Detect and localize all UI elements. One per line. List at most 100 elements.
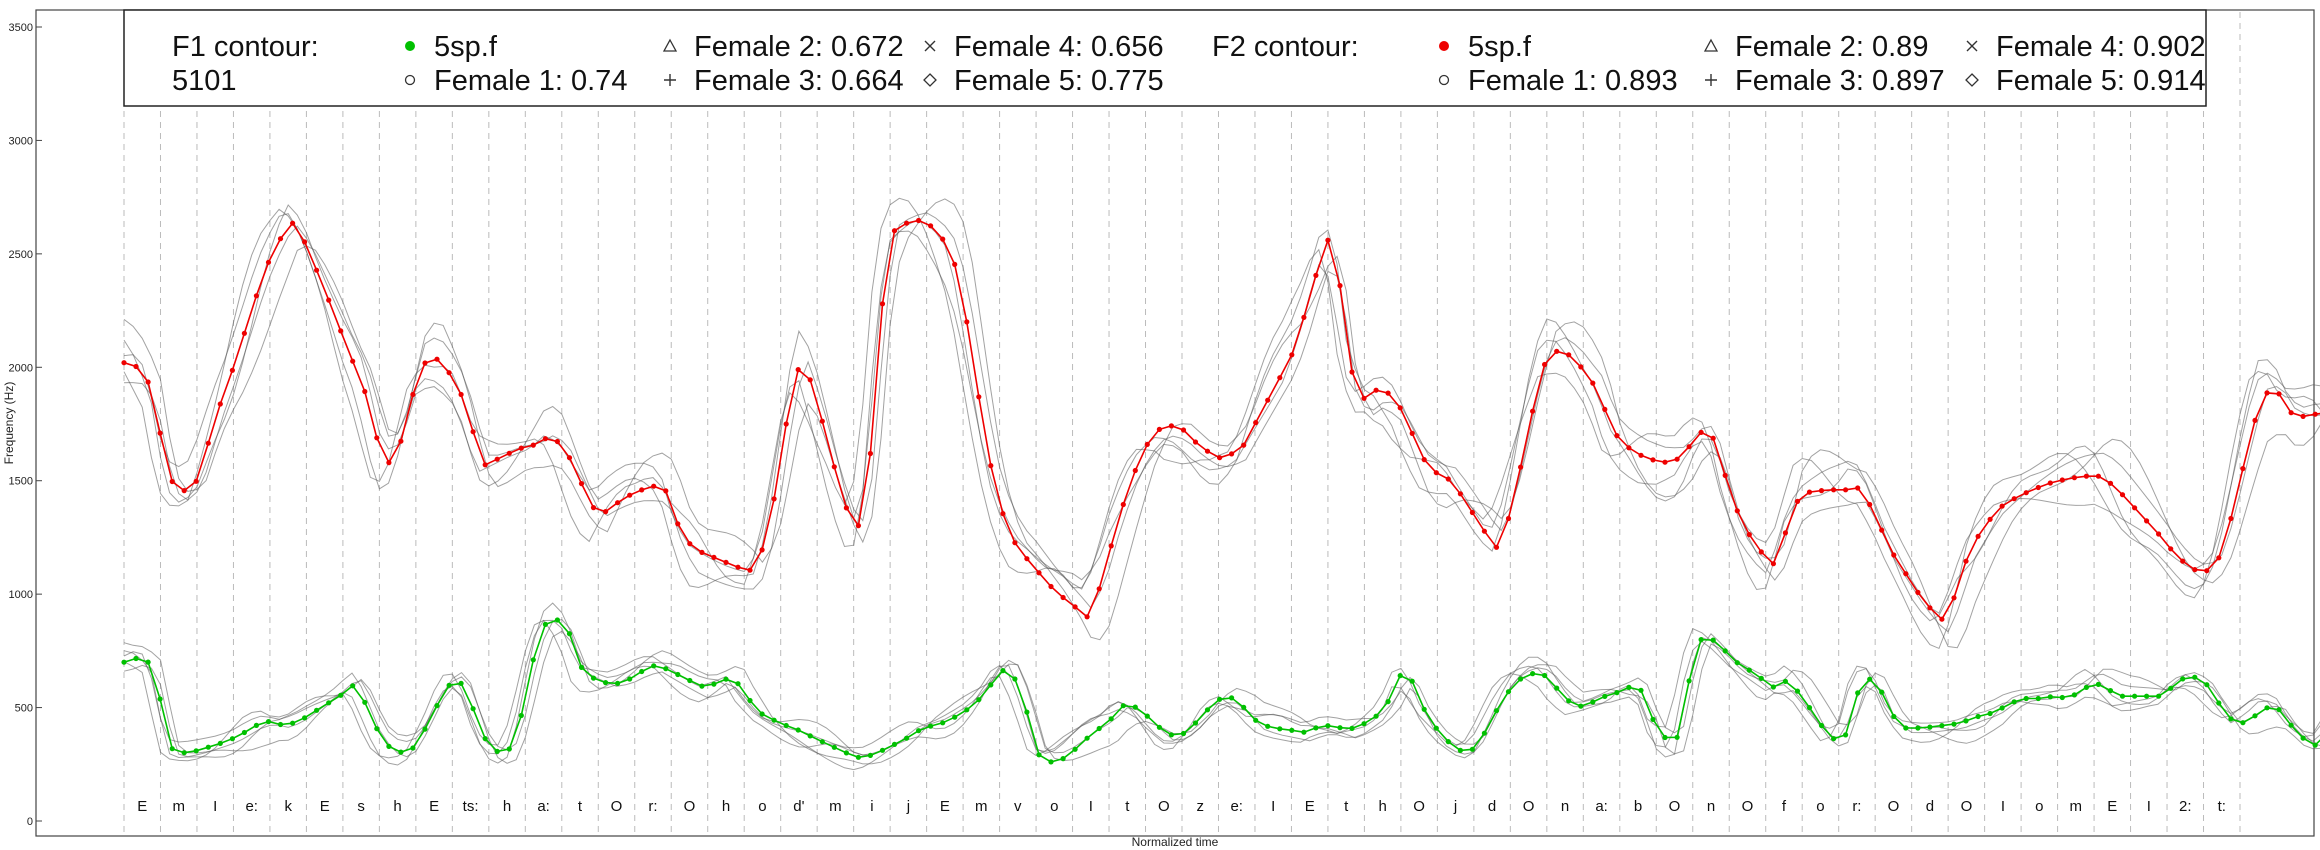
f1-mean-point [2216, 700, 2222, 706]
f1-mean-point [747, 697, 753, 704]
f2-mean-point [494, 456, 500, 462]
f2-mean-point [530, 442, 536, 448]
f1-mean-point [1493, 708, 1500, 714]
y-tick-label: 2500 [9, 249, 33, 261]
f2-mean-point [1578, 364, 1584, 370]
f1-mean-point [2023, 695, 2029, 702]
f1-mean-point [1385, 699, 1391, 705]
f2-mean-point [747, 567, 753, 573]
f1-mean-point [386, 743, 392, 750]
f2-mean-point [675, 521, 681, 527]
segment-label: m [172, 798, 185, 815]
f1-mean-point [1481, 730, 1487, 736]
f2-mean-point [2240, 466, 2246, 472]
f1-mean-point [229, 736, 235, 742]
f1-mean-point [1710, 637, 1716, 643]
segment-label: n [1561, 798, 1569, 815]
f2-mean-point [1915, 589, 1921, 596]
legend-entry-label: 5sp.f [434, 31, 498, 63]
f1-mean-point [1000, 668, 1006, 674]
f1-mean-point [1024, 709, 1030, 715]
segment-label: O [1961, 798, 1973, 815]
f2-mean-point [1060, 594, 1066, 601]
f2-mean-point [1602, 406, 1608, 412]
f2-mean-point [2071, 475, 2077, 481]
segment-label: ts: [463, 798, 479, 815]
f1-mean-point [181, 750, 187, 756]
f1-mean-point [1746, 667, 1752, 673]
f2-mean-point [771, 496, 777, 502]
f1-mean-point [578, 664, 585, 671]
f2-mean-point [1951, 595, 1957, 601]
mean-contours [121, 217, 2320, 765]
segment-label: E [429, 798, 439, 815]
f1-mean-point [470, 706, 476, 712]
f1-mean-point [1554, 685, 1560, 691]
f1-mean-point [615, 680, 621, 687]
f2-mean-point [1710, 435, 1716, 441]
f1-mean-point [879, 747, 886, 753]
f2-mean-point [470, 429, 476, 435]
segment-label: h [393, 798, 401, 815]
f1-mean-point [2144, 693, 2150, 699]
legend-entry-label: Female 4: 0.656 [954, 31, 1164, 63]
f1-mean-point [1217, 696, 1223, 702]
f1-mean-point [1084, 735, 1090, 741]
f2-mean-point [867, 450, 874, 457]
speaker-contour-3 [123, 197, 2320, 622]
legend-entry-label: Female 4: 0.902 [1996, 31, 2206, 63]
f1-mean-point [2192, 674, 2198, 680]
f1-mean-point [843, 750, 850, 756]
f1-mean-point [1734, 660, 1740, 666]
f2-mean-point [1566, 352, 1572, 358]
f2-mean-point [2312, 411, 2318, 417]
f1-mean-point [1373, 713, 1379, 719]
f1-mean-point [590, 675, 597, 681]
legend-entry-label: Female 3: 0.897 [1735, 65, 1945, 97]
f2-mean-point [1204, 448, 1211, 454]
segment-label: I [2147, 798, 2151, 815]
f2-mean-point [1722, 472, 1728, 478]
f2-mean-point [338, 328, 344, 334]
f2-mean-point [181, 488, 187, 494]
f2-mean-point [1084, 614, 1090, 620]
y-tick-label: 500 [15, 703, 33, 715]
segment-label: I [2001, 798, 2005, 815]
segment-label: O [1742, 798, 1754, 815]
segment-label: o [1050, 798, 1058, 815]
f1-mean-point [518, 712, 524, 719]
f2-mean-point [2095, 473, 2101, 479]
f2-mean-point [627, 492, 633, 498]
marker-circle [404, 74, 416, 86]
segment-label: O [684, 798, 696, 815]
f2-mean-point [1229, 451, 1235, 457]
f1-mean-point [566, 631, 573, 637]
f2-mean-point [290, 220, 296, 226]
f1-mean-point [1903, 725, 1909, 731]
f1-mean-point [2228, 716, 2234, 722]
f2-mean-point [2192, 567, 2198, 573]
f2-mean-point [169, 478, 175, 485]
f1-mean-point [1060, 756, 1066, 762]
f2-mean-point [843, 505, 850, 511]
segment-label: v [1014, 798, 1022, 815]
f2-mean-point [2107, 480, 2114, 486]
f2-mean-point [639, 487, 645, 493]
f2-mean-point [615, 500, 621, 506]
segment-label: b [1634, 798, 1642, 815]
f2-mean-point [1445, 476, 1451, 482]
segment-label: t: [2218, 798, 2226, 815]
legend-marker-circle [1438, 74, 1450, 86]
f1-mean-point [1638, 687, 1644, 693]
f1-mean-point [1445, 739, 1451, 745]
f2-mean-point [542, 436, 549, 442]
marker-plus [664, 74, 676, 86]
legend-entry-label: Female 5: 0.914 [1996, 65, 2206, 97]
f2-mean-point [1301, 314, 1307, 320]
f2-mean-point [651, 483, 657, 489]
f1-mean-point [891, 741, 898, 748]
f2-mean-point [1217, 455, 1223, 461]
f2-mean-point [819, 418, 825, 424]
